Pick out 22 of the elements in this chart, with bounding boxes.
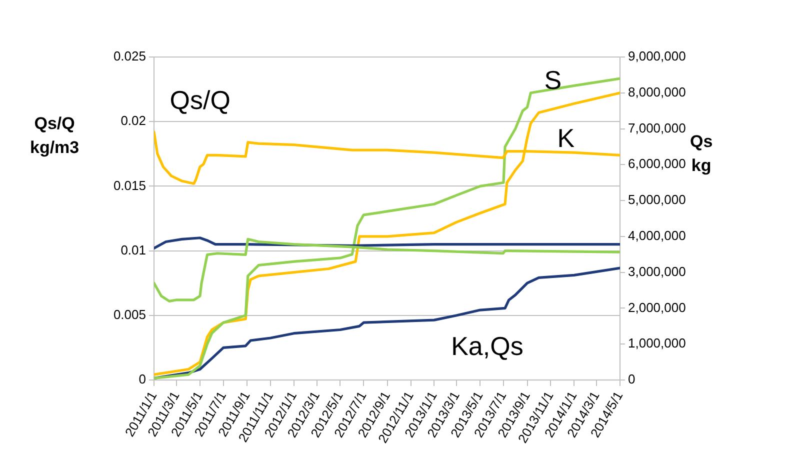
y2-axis-title: Qs kg (690, 131, 713, 177)
y2-tick-label: 7,000,000 (628, 120, 686, 136)
y2-tick-label: 0 (628, 372, 636, 387)
y-tick-label: 0.02 (120, 113, 146, 128)
y2-tick-label: 5,000,000 (628, 192, 686, 208)
annotation: K (557, 123, 576, 154)
y2-tick-label: 1,000,000 (628, 336, 686, 351)
annotation: Ka,Qs (451, 331, 524, 362)
y-tick-label: 0.01 (120, 242, 146, 258)
y2-tick-label: 3,000,000 (628, 264, 686, 279)
y2-tick-label: 8,000,000 (628, 84, 686, 100)
y-tick-label: 0 (138, 372, 146, 387)
y-tick-label: 0.025 (113, 48, 146, 64)
annotation: Qs/Q (170, 85, 230, 116)
y2-tick-label: 2,000,000 (628, 300, 686, 315)
annotation: S (544, 65, 562, 96)
y2-tick-label: 4,000,000 (628, 228, 686, 244)
y-axis-title: Qs/Q kg/m3 (30, 113, 80, 159)
y2-tick-label: 9,000,000 (628, 48, 686, 64)
y2-tick-label: 6,000,000 (628, 156, 686, 172)
y-tick-label: 0.015 (113, 178, 146, 193)
y-tick-label: 0.005 (113, 306, 146, 322)
